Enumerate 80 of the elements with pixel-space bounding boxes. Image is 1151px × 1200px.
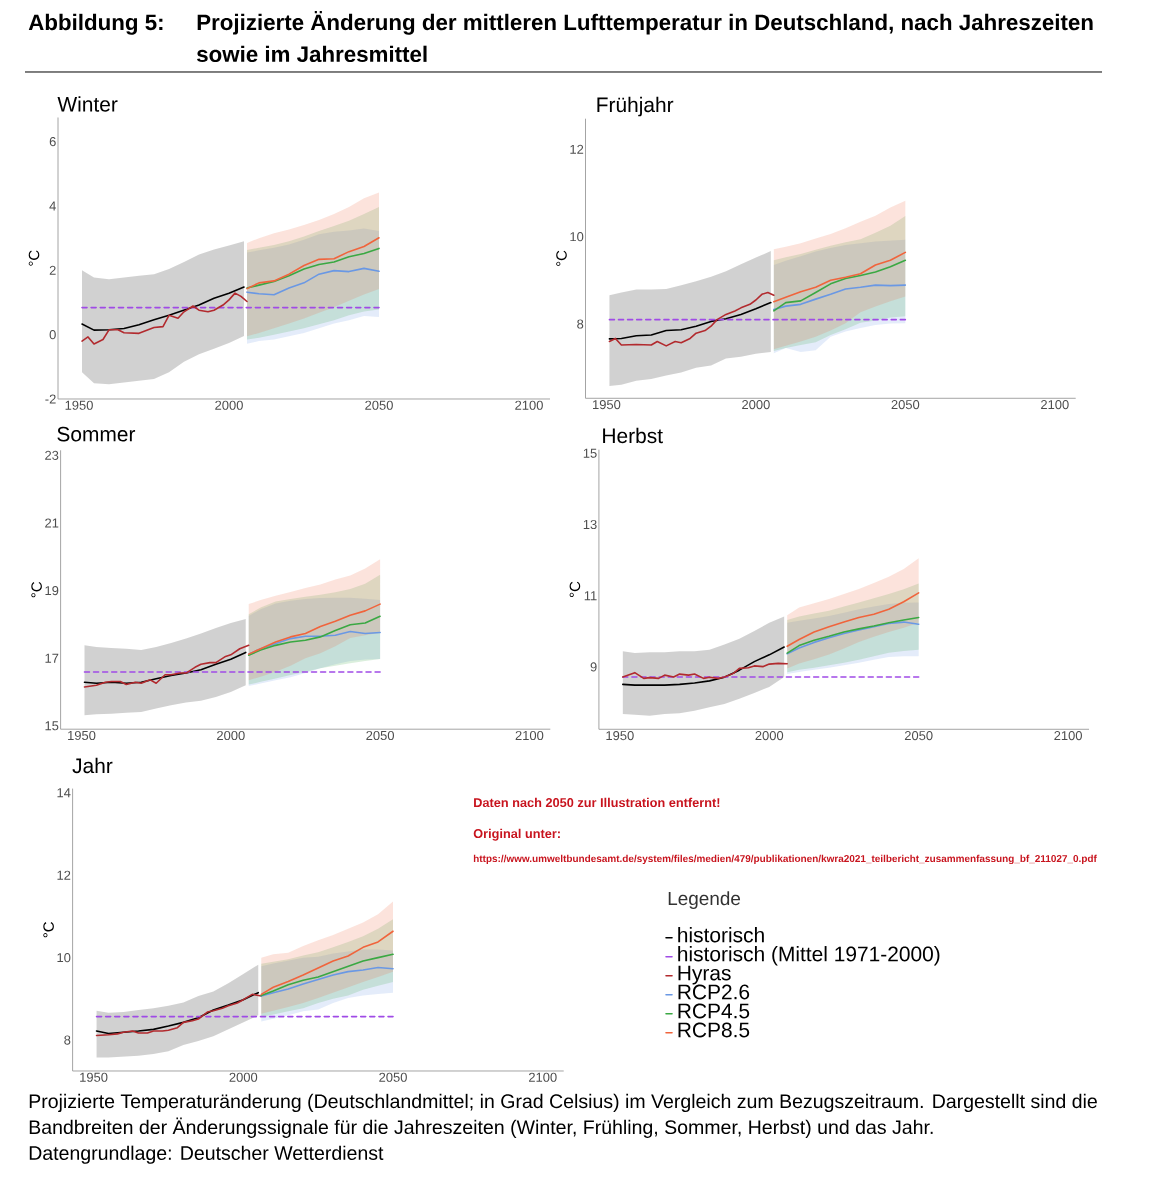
y-tick-label: 0: [49, 330, 56, 340]
line-series: [608, 291, 775, 347]
line-series: [786, 592, 920, 648]
y-tick-label: 4: [49, 201, 56, 211]
text: Projizierte Temperaturänderung (Deutschlandmittel; in Grad Celsius) im Vergleich zum Bezugszeitraum. Dargestellt sind die Bandbreiten der Änderungssignale für die Jahreszeiten (Winter, Frühling, Sommer, Herbst) und das Jahr.: [29, 1093, 1097, 1138]
chart-title: Herbst: [603, 427, 663, 444]
line-series: [773, 259, 907, 312]
y-axis-title: °C: [31, 581, 42, 598]
chart-title: Frühjahr: [597, 96, 674, 117]
y-tick-label: 8: [577, 319, 584, 329]
chart-title: Sommer: [57, 426, 136, 442]
x-tick-label: 1950: [68, 730, 96, 741]
x-tick-label: 2050: [365, 400, 393, 410]
line-series: [773, 251, 907, 303]
line-series: [246, 247, 380, 289]
y-tick-label: 10: [570, 232, 584, 242]
annotation: https://www.umweltbundesamt.de/system/files/medien/479/publikationen/kwra2021_teilbericht_zusammenfassung_bf_211027_0.pdf: [473, 854, 1097, 865]
y-axis-title: °C: [28, 250, 40, 266]
y-tick-label: -2: [45, 394, 56, 404]
y-tick-label: 12: [570, 144, 584, 154]
text: Abbildung 5:: [28, 13, 163, 35]
chart-title: Winter: [57, 96, 118, 112]
x-tick-label: 2050: [904, 730, 933, 741]
legend-label: RCP4.5: [678, 1003, 750, 1019]
x-tick-label: 2050: [379, 1072, 407, 1082]
legend-label: Hyras: [678, 965, 731, 985]
x-tick-label: 2100: [1054, 730, 1082, 741]
x-tick-label: 2100: [529, 1072, 557, 1082]
annotation: Original unter:: [473, 828, 560, 841]
legend-label: historisch (Mittel 1971-2000): [678, 946, 940, 966]
y-tick-label: 15: [583, 448, 597, 458]
annotation: Daten nach 2050 zur Illustration entfernt!: [474, 797, 720, 808]
x-tick-label: 1950: [606, 730, 634, 741]
y-tick-label: 12: [57, 870, 71, 880]
x-tick-label: 2000: [755, 730, 784, 741]
line-series: [773, 284, 907, 311]
y-axis-title: °C: [569, 581, 581, 597]
x-tick-label: 2100: [515, 730, 544, 741]
y-axis-title: °C: [43, 921, 54, 938]
y-tick-label: 17: [45, 653, 59, 663]
y-tick-label: 8: [64, 1035, 71, 1045]
y-axis-title: °C: [556, 250, 567, 266]
y-tick-label: 6: [49, 137, 56, 147]
line-series: [83, 644, 250, 688]
x-tick-label: 1950: [65, 400, 93, 410]
line-series: [246, 267, 380, 296]
x-tick-label: 2050: [366, 730, 395, 741]
x-tick-label: 2000: [229, 1072, 258, 1082]
y-tick-label: 9: [590, 662, 597, 672]
x-tick-label: 2100: [515, 400, 543, 410]
line-series: [246, 237, 380, 290]
y-tick-label: 10: [57, 953, 71, 963]
line-series: [81, 292, 248, 345]
line-series: [247, 603, 381, 655]
legend-title: Legende: [668, 891, 741, 909]
line-series: [622, 662, 788, 680]
y-tick-label: 2: [49, 265, 56, 275]
x-tick-label: 1950: [593, 399, 621, 410]
text: Datengrundlage: Deutscher Wetterdienst: [29, 1145, 384, 1164]
line-series: [247, 615, 381, 656]
legend-label: historisch: [678, 927, 764, 943]
y-tick-label: 14: [57, 788, 71, 798]
x-tick-label: 1950: [80, 1072, 108, 1082]
text: Projizierte Änderung der mittleren Lufttemperatur in Deutschland, nach Jahreszeiten sowie im Jahresmittel: [196, 10, 1093, 63]
y-tick-label: 15: [45, 721, 59, 731]
y-tick-label: 23: [45, 450, 59, 460]
y-tick-label: 19: [45, 586, 59, 596]
y-tick-label: 11: [584, 591, 597, 601]
x-tick-label: 2000: [742, 399, 770, 410]
y-tick-label: 21: [45, 518, 59, 528]
y-tick-label: 13: [583, 519, 597, 530]
legend-label: RCP2.6: [678, 984, 750, 1000]
chart-title: Jahr: [72, 757, 113, 774]
x-tick-label: 2000: [215, 400, 243, 410]
x-tick-label: 2050: [891, 399, 920, 410]
x-tick-label: 2100: [1041, 399, 1069, 410]
legend-label: RCP8.5: [678, 1022, 750, 1038]
x-tick-label: 2000: [217, 730, 245, 741]
line-series: [608, 301, 772, 340]
line-series: [83, 651, 247, 685]
